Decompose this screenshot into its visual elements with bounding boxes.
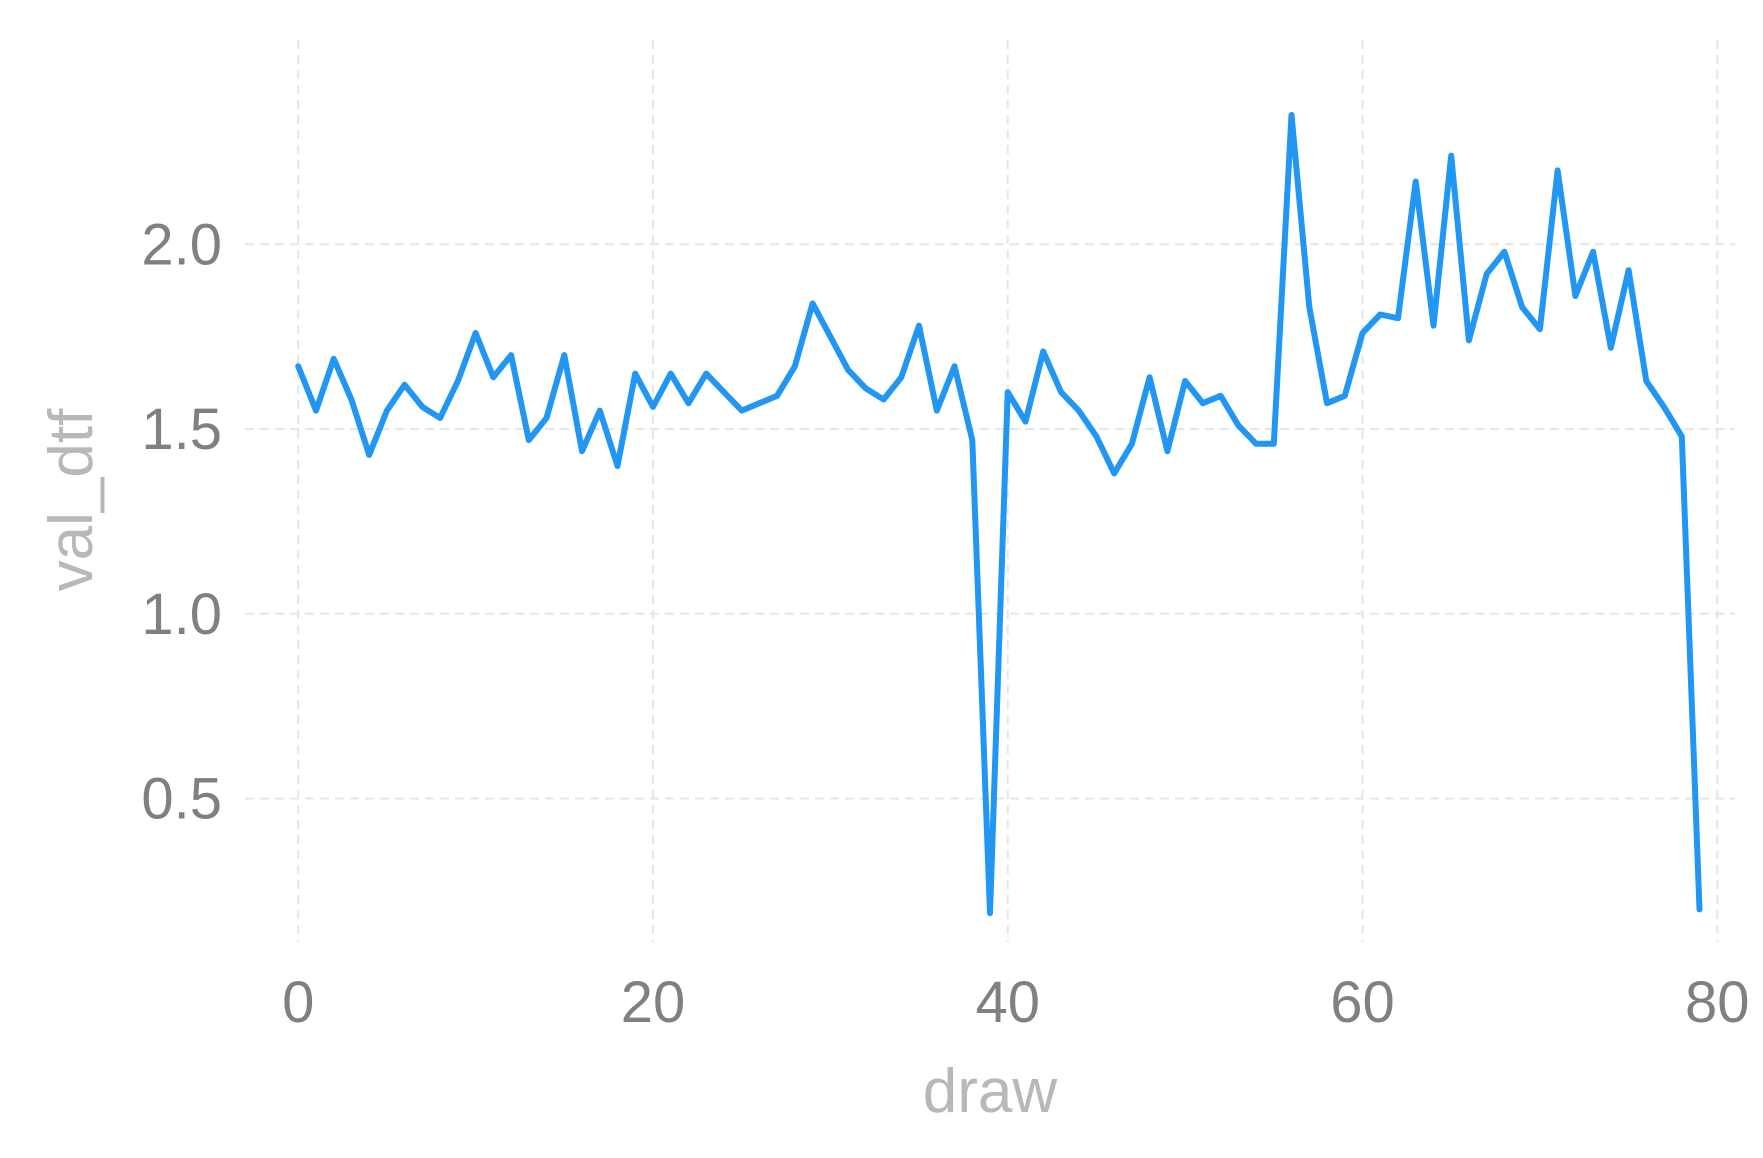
x-tick-label: 0 (282, 970, 314, 1035)
x-tick-label: 80 (1685, 970, 1750, 1035)
x-tick-label: 20 (621, 970, 686, 1035)
x-tick-label: 40 (975, 970, 1040, 1035)
y-tick-label: 1.5 (141, 397, 222, 462)
y-tick-label: 0.5 (141, 767, 222, 832)
grid-lines (245, 40, 1735, 942)
y-axis-ticks: 0.5 1.0 1.5 2.0 (141, 212, 222, 831)
y-tick-label: 2.0 (141, 212, 222, 277)
x-tick-label: 60 (1330, 970, 1395, 1035)
x-axis-ticks: 0 20 40 60 80 (282, 970, 1749, 1035)
y-axis-title: val_dtf (37, 408, 106, 591)
series-layer (295, 112, 1703, 917)
x-axis-title: draw (923, 1057, 1058, 1126)
y-tick-label: 1.0 (141, 582, 222, 647)
series-line (295, 112, 1703, 917)
